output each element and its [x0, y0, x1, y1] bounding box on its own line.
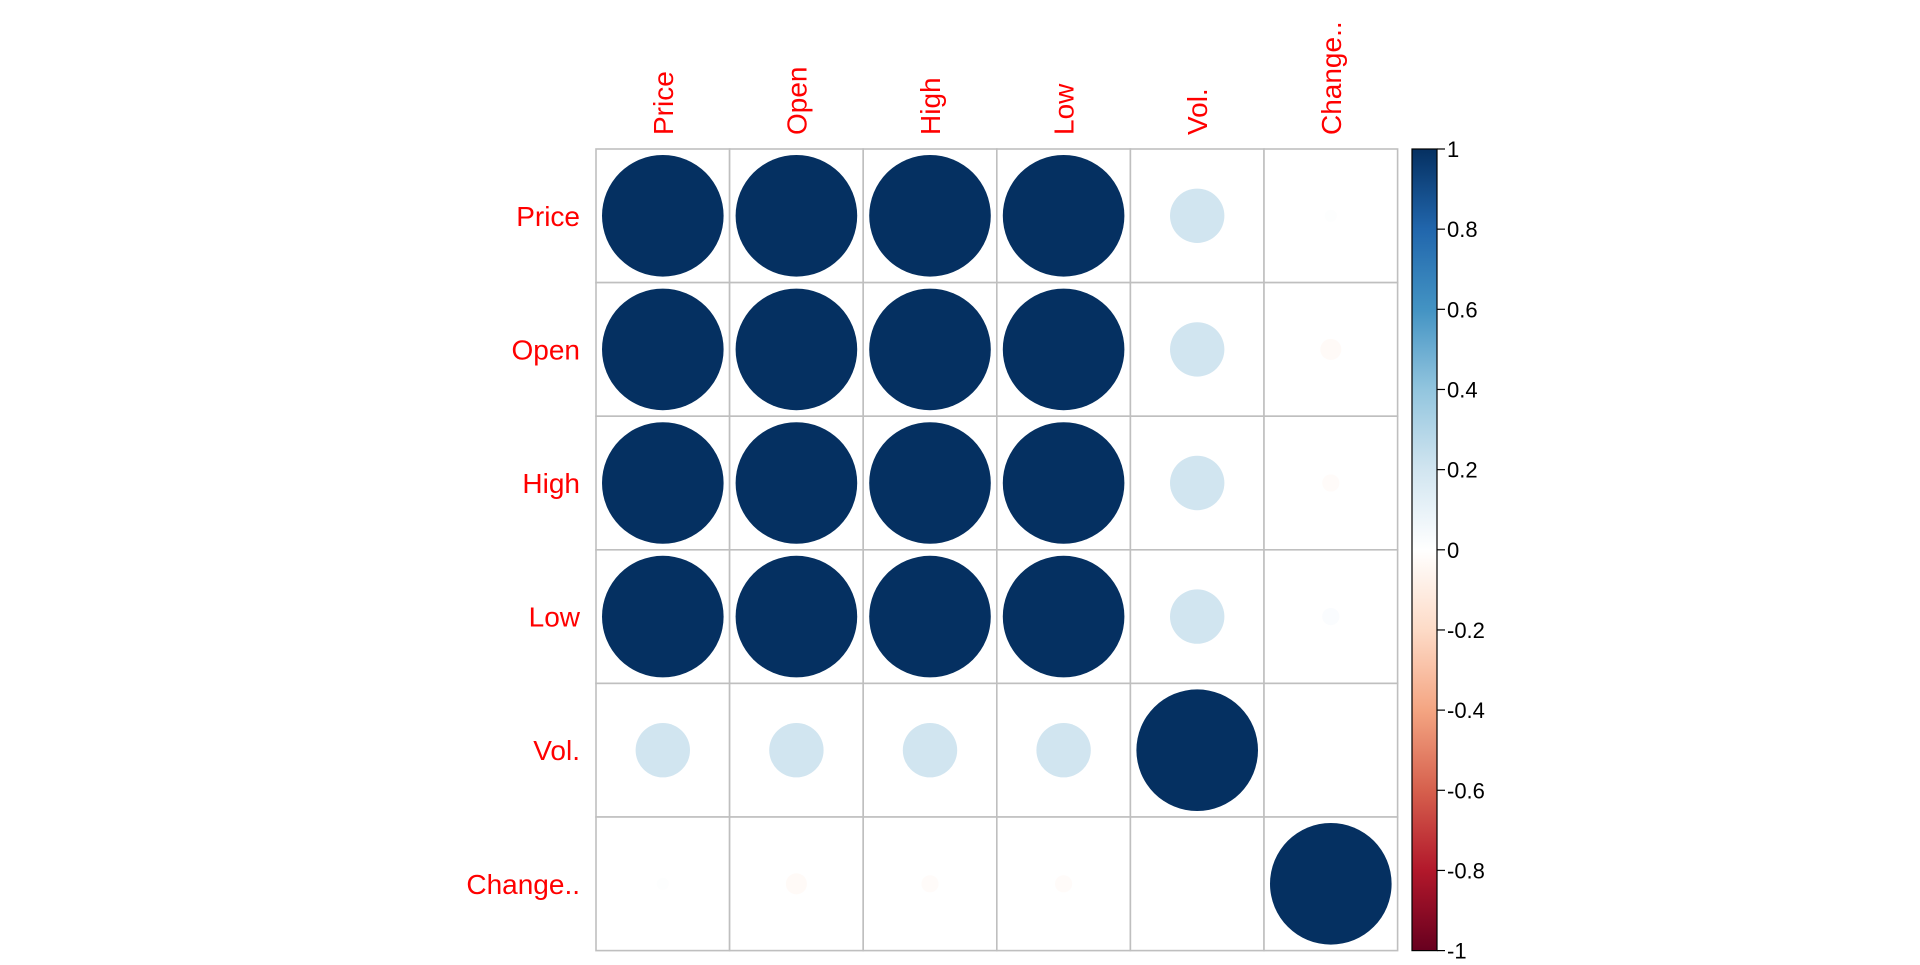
correlation-circle [1002, 155, 1125, 277]
column-label: Vol. [1182, 88, 1213, 135]
correlation-circle [735, 422, 858, 544]
correlation-circle [1170, 322, 1225, 377]
column-label: Price [648, 71, 679, 135]
correlation-circle [1170, 589, 1225, 644]
colorbar-tick-label: 0 [1447, 538, 1459, 563]
correlation-circle [785, 873, 807, 895]
correlation-circle [656, 877, 669, 890]
column-labels: Price Open High Low Vol. Change.. [648, 21, 1347, 135]
column-label: Open [781, 67, 812, 136]
row-labels: Price Open High Low Vol. Change.. [466, 201, 580, 900]
row-label: Open [512, 334, 581, 365]
correlation-circles [602, 155, 1392, 945]
color-legend: 1 0.8 0.6 0.4 0.2 0 -0.2 -0.4 -0.6 -0.8 -1 [1411, 137, 1485, 964]
correlation-circle [1036, 723, 1091, 778]
correlation-circle [1002, 555, 1125, 678]
colorbar-tick-label: -0.6 [1447, 778, 1485, 803]
colorbar-tick-label: 0.4 [1447, 377, 1478, 402]
colorbar-tick-label: 0.8 [1447, 217, 1478, 242]
column-label: Change.. [1316, 21, 1347, 135]
row-label: Price [516, 201, 580, 232]
colorbar-tick-label: -0.2 [1447, 618, 1485, 643]
correlation-circle [735, 155, 858, 277]
grid-cells [595, 148, 1399, 952]
correlation-circle [902, 723, 958, 778]
row-label: Vol. [533, 735, 580, 766]
correlation-circle [1055, 875, 1073, 893]
correlation-circle [1322, 474, 1340, 492]
correlation-circle [1170, 455, 1225, 511]
colorbar-tick-label: -0.4 [1447, 698, 1485, 723]
correlation-circle [769, 723, 824, 778]
colorbar-tick-label: -0.8 [1447, 858, 1485, 883]
row-label: Change.. [466, 869, 580, 900]
correlation-circle [869, 155, 991, 277]
correlation-circle [635, 723, 690, 778]
correlation-circle [1002, 288, 1125, 411]
matrix-cell [1263, 682, 1399, 818]
correlation-circle [869, 288, 991, 411]
correlation-circle [1002, 422, 1125, 544]
column-label: High [915, 77, 946, 135]
correlation-circle [921, 875, 939, 893]
row-label: High [522, 468, 580, 499]
correlation-circle [1320, 338, 1342, 360]
matrix-cell [1129, 816, 1265, 952]
colorbar-tick-label: -1 [1447, 939, 1467, 960]
correlation-circle [1322, 608, 1340, 626]
correlation-circle [735, 288, 858, 411]
correlation-circle [602, 422, 724, 544]
colorbar-tick-label: 0.6 [1447, 297, 1478, 322]
correlation-circle [1136, 689, 1258, 811]
correlation-circle [869, 422, 991, 544]
correlation-circle [869, 555, 991, 678]
correlation-circle [1170, 188, 1225, 243]
colorbar-tick-label: 1 [1447, 137, 1459, 162]
correlation-circle [735, 555, 858, 678]
correlation-circle [602, 288, 724, 411]
correlation-circle [1324, 209, 1337, 222]
row-label: Low [529, 602, 581, 633]
correlation-circle [1270, 823, 1392, 945]
column-label: Low [1049, 83, 1080, 135]
correlation-circle [602, 555, 724, 678]
colorbar-tick-label: 0.2 [1447, 458, 1478, 483]
colorbar-gradient [1411, 148, 1438, 952]
correlation-circle [602, 155, 724, 277]
